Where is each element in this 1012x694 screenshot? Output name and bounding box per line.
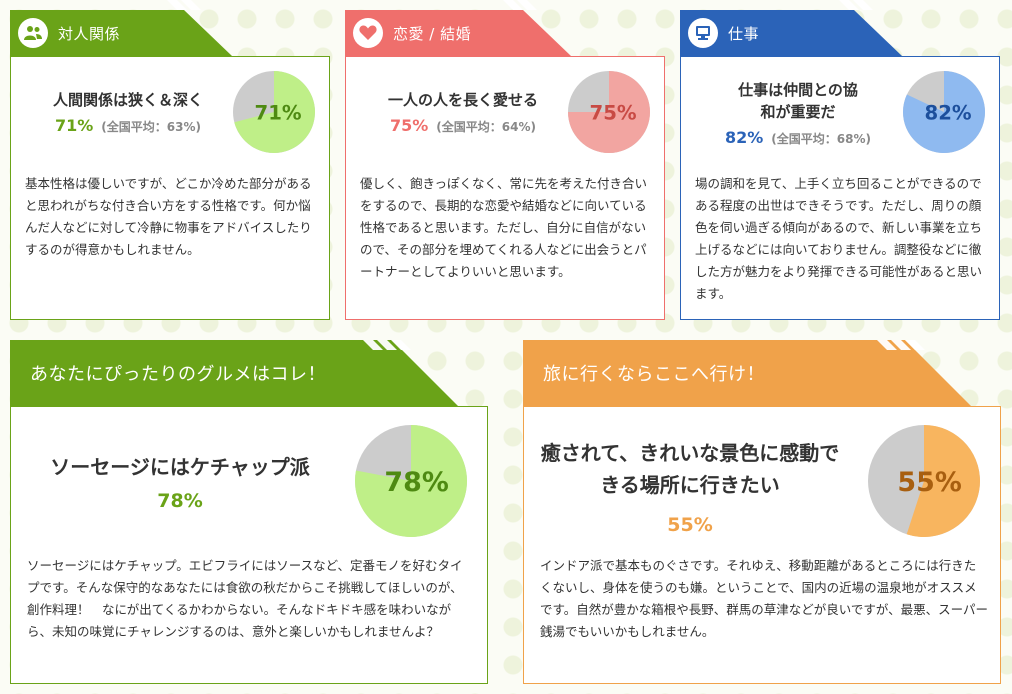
section-tab-gourmet: あなたにぴったりのグルメはコレ！	[10, 340, 458, 406]
travel-card: 癒されて、きれいな景色に感動できる場所に行きたい 55% 55% インドア派で基…	[523, 406, 1001, 684]
card-percent: 82%	[725, 128, 764, 147]
card-percent: 71%	[55, 116, 94, 135]
pie-value-slice	[906, 425, 980, 537]
section-title: 恋愛 / 結婚	[393, 24, 472, 43]
section-title: 旅に行くならここへ行け！	[543, 364, 765, 385]
relationships-card: 人間関係は狭く＆深く 71% (全国平均：63%) 71% 基本性格は優しいですが…	[10, 56, 330, 320]
national-average: (全国平均：63%)	[101, 120, 201, 134]
monitor-icon	[688, 18, 718, 48]
card-description: ソーセージにはケチャップ。エビフライにはソースなど、定番モノを好むタイプです。そ…	[27, 558, 463, 639]
pie-value-slice	[355, 425, 467, 537]
section-tab-relationships: 対人関係	[10, 10, 232, 56]
pie-chart: 82%	[903, 71, 985, 153]
national-average: (全国平均：68%)	[771, 132, 871, 146]
card-percent: 78%	[157, 490, 203, 512]
section-tab-work: 仕事	[680, 10, 902, 56]
card-description: 場の調和を見て、上手く立ち回ることができるのである程度の出世はできそうです。ただ…	[695, 176, 983, 301]
card-description: 基本性格は優しいですが、どこか冷めた部分があると思われがちな付き合い方をする性格…	[25, 176, 312, 257]
card-description: 優しく、飽きっぽくなく、常に先を考えた付き合いをするので、長期的な恋愛や結婚など…	[360, 176, 648, 279]
section-tab-love: 恋愛 / 結婚	[345, 10, 571, 56]
section-title: あなたにぴったりのグルメはコレ！	[30, 364, 326, 385]
people-icon	[18, 18, 48, 48]
pie-percent-label: 78%	[384, 467, 448, 498]
gourmet-card: ソーセージにはケチャップ派 78% 78% ソーセージにはケチャップ。エビフライ…	[10, 406, 488, 684]
pie-value-slice	[568, 71, 650, 153]
card-percent: 55%	[667, 514, 713, 536]
pie-chart: 75%	[568, 71, 650, 153]
pie-percent-label: 82%	[925, 101, 972, 124]
heart-icon	[353, 18, 383, 48]
card-headline: ソーセージにはケチャップ派	[50, 455, 310, 479]
pie-chart: 71%	[233, 71, 315, 153]
work-card: 仕事は仲間との協和が重要だ 82% (全国平均：68%) 82% 場の調和を見て、…	[680, 56, 1000, 320]
section-tab-travel: 旅に行くならここへ行け！	[523, 340, 971, 406]
section-title: 仕事	[728, 24, 760, 43]
card-headline: 仕事は仲間との協和が重要だ	[738, 81, 858, 121]
pie-value-slice	[903, 71, 985, 153]
pie-percent-label: 55%	[897, 467, 961, 498]
pie-percent-label: 71%	[255, 101, 302, 124]
pie-chart: 78%	[355, 425, 467, 537]
pie-chart: 55%	[868, 425, 980, 537]
card-percent: 75%	[390, 116, 429, 135]
pie-percent-label: 75%	[590, 101, 637, 124]
card-headline: 癒されて、きれいな景色に感動できる場所に行きたい	[540, 441, 840, 497]
pie-value-slice	[234, 71, 315, 153]
section-title: 対人関係	[58, 24, 121, 43]
card-description: インドア派で基本ものぐさです。それゆえ、移動距離があるところには行きたくないし、…	[540, 558, 989, 639]
card-headline: 一人の人を長く愛せる	[387, 91, 538, 109]
card-headline: 人間関係は狭く＆深く	[52, 91, 203, 109]
national-average: (全国平均：64%)	[436, 120, 536, 134]
love-card: 一人の人を長く愛せる 75% (全国平均：64%) 75% 優しく、飽きっぽくなく…	[345, 56, 665, 320]
